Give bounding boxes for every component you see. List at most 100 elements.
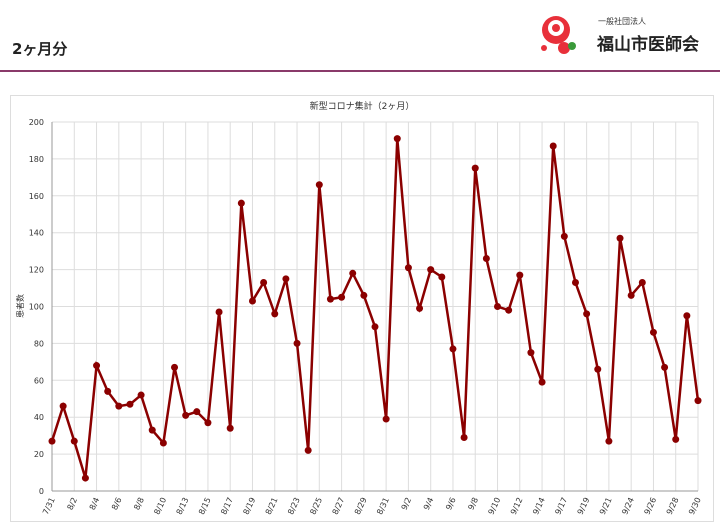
data-point bbox=[215, 308, 223, 316]
data-point bbox=[59, 402, 67, 410]
data-point bbox=[549, 142, 557, 150]
page-title: 2ヶ月分 bbox=[12, 40, 68, 58]
data-point bbox=[538, 378, 546, 386]
header: 2ヶ月分 一般社団法人 福山市医師会 bbox=[0, 0, 720, 72]
data-point bbox=[560, 232, 568, 240]
x-tick-label: 8/31 bbox=[375, 496, 391, 516]
data-point bbox=[416, 304, 424, 312]
x-tick-label: 8/29 bbox=[353, 496, 369, 516]
data-point bbox=[672, 435, 680, 443]
logo bbox=[541, 16, 576, 54]
x-tick-label: 9/28 bbox=[665, 496, 681, 516]
x-tick-label: 8/15 bbox=[197, 496, 213, 516]
data-point bbox=[360, 291, 368, 299]
data-point bbox=[516, 271, 524, 279]
data-point bbox=[494, 303, 502, 310]
y-tick-label: 40 bbox=[34, 413, 44, 422]
y-tick-label: 0 bbox=[39, 487, 44, 496]
data-point bbox=[605, 437, 613, 445]
x-tick-label: 9/2 bbox=[400, 496, 414, 511]
data-point bbox=[371, 323, 379, 331]
data-point bbox=[482, 255, 490, 263]
data-point bbox=[137, 391, 145, 399]
y-tick-label: 100 bbox=[29, 303, 44, 312]
y-tick-label: 20 bbox=[34, 450, 44, 459]
data-point bbox=[382, 415, 390, 423]
data-point bbox=[627, 291, 635, 299]
data-point bbox=[248, 297, 256, 305]
data-point bbox=[260, 279, 268, 287]
x-tick-label: 8/8 bbox=[132, 496, 146, 511]
x-tick-label: 8/27 bbox=[331, 496, 347, 516]
data-point bbox=[115, 402, 123, 410]
x-tick-label: 9/8 bbox=[466, 496, 480, 511]
data-point bbox=[193, 408, 201, 416]
y-tick-label: 120 bbox=[29, 266, 44, 275]
data-point bbox=[649, 328, 657, 336]
y-tick-label: 80 bbox=[34, 339, 44, 348]
x-tick-label: 9/26 bbox=[643, 496, 659, 516]
data-point bbox=[694, 397, 702, 405]
x-tick-label: 9/17 bbox=[553, 496, 569, 516]
data-point bbox=[315, 181, 323, 189]
data-point bbox=[171, 363, 179, 371]
data-point bbox=[571, 279, 579, 287]
data-point bbox=[393, 135, 401, 143]
y-tick-label: 140 bbox=[29, 229, 44, 238]
data-point bbox=[505, 306, 513, 314]
x-tick-label: 8/17 bbox=[219, 496, 235, 516]
data-point bbox=[182, 411, 190, 419]
data-point bbox=[159, 439, 167, 447]
x-tick-label: 9/10 bbox=[487, 496, 503, 516]
data-point bbox=[104, 387, 112, 395]
x-tick-label: 9/19 bbox=[576, 496, 592, 516]
data-point bbox=[638, 279, 646, 287]
chart-title: 新型コロナ集計（2ヶ月） bbox=[310, 100, 415, 112]
x-tick-label: 9/30 bbox=[687, 496, 703, 516]
y-tick-label: 60 bbox=[34, 376, 44, 385]
x-tick-label: 9/24 bbox=[620, 496, 636, 516]
x-tick-label: 9/4 bbox=[422, 496, 436, 511]
data-point bbox=[48, 437, 56, 445]
x-tick-label: 9/6 bbox=[444, 496, 458, 511]
x-tick-label: 9/21 bbox=[598, 496, 614, 516]
data-point bbox=[683, 312, 691, 320]
x-tick-label: 8/23 bbox=[286, 496, 302, 516]
x-tick-label: 9/12 bbox=[509, 496, 525, 516]
data-point bbox=[527, 349, 535, 357]
data-point bbox=[293, 339, 301, 347]
x-tick-label: 8/13 bbox=[175, 496, 191, 516]
y-tick-label: 160 bbox=[29, 192, 44, 201]
chart-box bbox=[10, 95, 714, 522]
x-tick-label: 8/6 bbox=[110, 496, 124, 511]
x-tick-label: 8/19 bbox=[242, 496, 258, 516]
x-tick-label: 8/21 bbox=[264, 496, 280, 516]
data-point bbox=[594, 365, 602, 373]
data-point bbox=[237, 199, 245, 207]
data-point bbox=[349, 269, 357, 277]
data-point bbox=[404, 264, 412, 272]
data-point bbox=[70, 437, 78, 445]
data-point bbox=[304, 446, 312, 454]
y-tick-label: 200 bbox=[29, 118, 44, 127]
x-tick-label: 8/2 bbox=[65, 496, 79, 511]
data-point bbox=[148, 426, 156, 434]
data-point bbox=[126, 400, 134, 408]
data-point bbox=[226, 424, 234, 432]
data-point bbox=[449, 345, 457, 353]
y-axis-label: 患者数 bbox=[15, 294, 25, 318]
data-point bbox=[282, 275, 290, 283]
data-point bbox=[271, 310, 279, 318]
data-point bbox=[427, 266, 435, 274]
data-point bbox=[326, 295, 334, 303]
data-point bbox=[204, 419, 212, 427]
data-point bbox=[338, 293, 346, 301]
data-point bbox=[460, 433, 468, 441]
x-tick-label: 9/14 bbox=[531, 496, 547, 516]
data-line bbox=[50, 138, 700, 479]
x-tick-label: 8/4 bbox=[88, 496, 102, 511]
data-point bbox=[471, 164, 479, 172]
data-point bbox=[661, 363, 669, 371]
